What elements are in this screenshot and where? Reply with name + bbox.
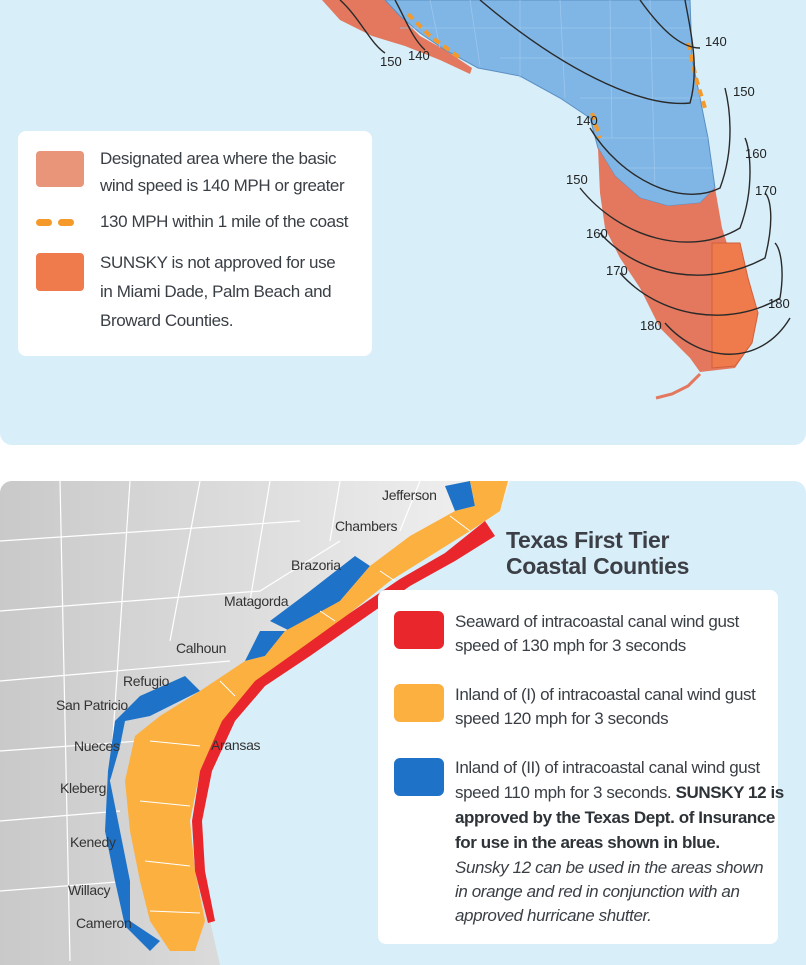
texas-coast-map [0, 481, 510, 965]
texas-land [0, 481, 510, 965]
county-label-nueces: Nueces [74, 738, 120, 754]
svg-text:150: 150 [380, 54, 402, 69]
texas-title-line1: Texas First Tier [506, 527, 670, 553]
legend-item1-line2: wind speed is 140 MPH or greater [100, 176, 345, 195]
red-legend-line2: speed of 130 mph for 3 seconds [455, 636, 686, 655]
svg-text:140: 140 [408, 48, 430, 63]
sunsky-excluded-counties [711, 242, 759, 369]
high-wind-swatch [36, 151, 84, 187]
blue-legend-line2-plain: speed 110 mph for 3 seconds. [455, 783, 672, 802]
county-label-calhoun: Calhoun [176, 640, 227, 656]
jefferson-blue [445, 481, 475, 511]
county-label-chambers: Chambers [335, 518, 398, 534]
county-label-kenedy: Kenedy [70, 834, 116, 850]
svg-text:170: 170 [755, 183, 777, 198]
svg-text:180: 180 [768, 296, 790, 311]
county-label-aransas: Aransas [211, 737, 261, 753]
isoline-group [339, 0, 791, 355]
florida-county-lines [400, 0, 712, 189]
coast-dash-swatch-2 [58, 219, 74, 226]
svg-text:140: 140 [705, 34, 727, 49]
florida-legend: Designated area where the basic wind spe… [18, 131, 372, 356]
note-line1: Sunsky 12 can be used in the areas shown [455, 858, 764, 877]
county-label-jefferson: Jefferson [382, 487, 437, 503]
matagorda-blue [245, 631, 285, 661]
brazoria-blue [270, 556, 370, 631]
orange-inland-zone [125, 481, 508, 951]
coast-dash-west [590, 112, 602, 139]
county-label-willacy: Willacy [68, 882, 111, 898]
county-label-matagorda: Matagorda [224, 593, 289, 609]
texas-title: Texas First Tier Coastal Counties [506, 527, 689, 579]
south-texas-blue [105, 676, 200, 951]
blue-swatch [394, 758, 444, 796]
isoline-labels: 150 140 140 150 140 160 150 170 160 170 … [380, 34, 790, 333]
legend-item3-line2: in Miami Dade, Palm Beach and [100, 282, 332, 301]
county-label-kleberg: Kleberg [60, 780, 107, 796]
orange-county-lines [139, 515, 471, 914]
panhandle-high-wind-area [322, 0, 472, 74]
county-label-refugio: Refugio [123, 673, 170, 689]
blue-legend-line1: Inland of (II) of intracoastal canal win… [455, 758, 760, 777]
county-label-brazoria: Brazoria [291, 557, 341, 573]
blue-legend-line2-bold: SUNSKY 12 is [675, 783, 785, 802]
note-line3: approved hurricane shutter. [455, 906, 652, 925]
county-label-cameron: Cameron [76, 915, 132, 931]
texas-title-line2: Coastal Counties [506, 553, 690, 579]
legend-item2: 130 MPH within 1 mile of the coast [100, 212, 349, 231]
svg-text:160: 160 [586, 226, 608, 241]
blue-legend-line4: for use in the areas shown in blue. [455, 833, 720, 852]
note-line2: in orange and red in conjunction with an [455, 882, 740, 901]
orange-legend-line1: Inland of (I) of intracoastal canal wind… [455, 685, 756, 704]
legend-item3-line3: Broward Counties. [100, 311, 234, 330]
svg-text:150: 150 [733, 84, 755, 99]
florida-keys [655, 372, 702, 400]
florida-wind-map: 150 140 140 150 140 160 150 170 160 170 … [322, 0, 791, 400]
orange-swatch [394, 684, 444, 722]
orange-legend-line2: speed 120 mph for 3 seconds [455, 709, 669, 728]
svg-text:140: 140 [576, 113, 598, 128]
coast-dash-swatch-1 [36, 219, 52, 226]
texas-county-lines [0, 481, 421, 962]
legend-item1-line1: Designated area where the basic [100, 149, 337, 168]
svg-text:150: 150 [566, 172, 588, 187]
excluded-swatch [36, 253, 84, 291]
svg-text:160: 160 [745, 146, 767, 161]
svg-text:180: 180 [640, 318, 662, 333]
county-label-san-patricio: San Patricio [56, 697, 128, 713]
blue-legend-line3: approved by the Texas Dept. of Insurance [455, 808, 775, 827]
texas-legend [378, 590, 778, 944]
blue-legend-line2: speed 110 mph for 3 seconds. SUNSKY 12 i… [455, 781, 784, 805]
legend-item3-line1: SUNSKY is not approved for use [100, 253, 336, 272]
svg-text:170: 170 [606, 263, 628, 278]
red-legend-line1: Seaward of intracoastal canal wind gust [455, 612, 739, 631]
red-swatch [394, 611, 444, 649]
